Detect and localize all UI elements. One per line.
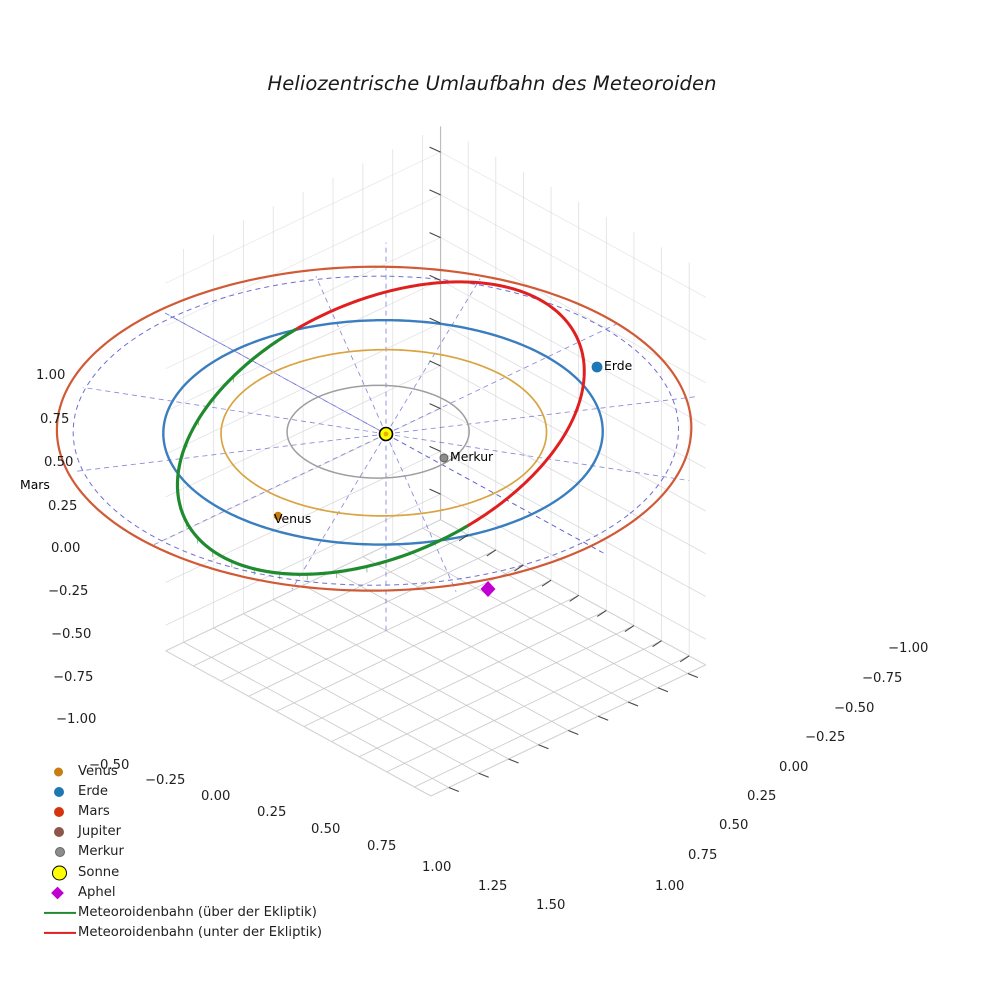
legend-item-merkur[interactable]: Merkur bbox=[42, 842, 342, 862]
z-tick-label-3: 0.25 bbox=[48, 499, 78, 514]
x-tick-label-0: −0.50 bbox=[89, 758, 130, 773]
legend-marker-erde-icon bbox=[42, 782, 78, 802]
z-tick-label-7: −0.75 bbox=[53, 670, 94, 685]
z-tick-label-0: 1.00 bbox=[36, 368, 66, 383]
legend-marker-meteoroid-above-icon bbox=[42, 903, 78, 923]
legend-item-jupiter[interactable]: Jupiter bbox=[42, 822, 342, 842]
legend-label-meteoroid-above: Meteoroidenbahn (über der Ekliptik) bbox=[78, 904, 317, 920]
legend-item-meteoroid-above[interactable]: Meteoroidenbahn (über der Ekliptik) bbox=[42, 903, 342, 923]
legend-item-meteoroid-below[interactable]: Meteoroidenbahn (unter der Ekliptik) bbox=[42, 923, 342, 943]
legend-label-meteoroid-below: Meteoroidenbahn (unter der Ekliptik) bbox=[78, 924, 323, 940]
legend-label-mars: Mars bbox=[78, 804, 110, 820]
venus-label: Venus bbox=[274, 511, 312, 526]
y-tick-label-0: 1.00 bbox=[655, 879, 685, 894]
y-tick-label-5: 0.00 bbox=[779, 760, 809, 775]
legend-item-erde[interactable]: Erde bbox=[42, 782, 342, 802]
legend-dot-swatch bbox=[53, 787, 64, 798]
merkur-marker bbox=[439, 453, 449, 463]
mars-label: Mars bbox=[20, 477, 50, 492]
legend-marker-sonne-icon bbox=[42, 863, 78, 883]
legend-item-sonne[interactable]: Sonne bbox=[42, 862, 342, 882]
planet-orbits bbox=[55, 265, 693, 592]
x-tick-label-6: 1.00 bbox=[422, 860, 452, 875]
legend-label-venus: Venus bbox=[78, 764, 118, 780]
legend-dot-swatch bbox=[53, 807, 64, 818]
z-tick-label-4: 0.00 bbox=[51, 541, 81, 556]
plot-scene bbox=[55, 126, 707, 797]
legend-line-swatch bbox=[44, 931, 76, 934]
x-tick-label-4: 0.50 bbox=[311, 822, 341, 837]
legend: Venus Erde Mars Jupiter Merkur Sonne Aphel Mete… bbox=[42, 762, 342, 943]
venus-marker bbox=[273, 511, 283, 521]
legend-marker-aphel-icon bbox=[42, 883, 78, 903]
z-tick-label-8: −1.00 bbox=[56, 712, 97, 727]
body-markers bbox=[273, 361, 603, 597]
legend-marker-mars-icon bbox=[42, 802, 78, 822]
legend-marker-jupiter-icon bbox=[42, 822, 78, 842]
legend-label-erde: Erde bbox=[78, 784, 109, 800]
y-tick-label-8: −0.75 bbox=[862, 671, 903, 686]
x-tick-label-1: −0.25 bbox=[145, 773, 186, 788]
y-tick-label-7: −0.50 bbox=[834, 701, 875, 716]
meteoroid-drop-stems bbox=[177, 376, 368, 581]
legend-dot-swatch bbox=[54, 767, 63, 777]
z-tick-label-2: 0.50 bbox=[44, 455, 74, 470]
aphel-marker bbox=[480, 581, 496, 597]
legend-label-merkur: Merkur bbox=[78, 844, 124, 860]
legend-marker-meteoroid-below-icon bbox=[42, 923, 78, 943]
axis-tick-marks bbox=[429, 146, 699, 792]
x-tick-label-7: 1.25 bbox=[478, 879, 508, 894]
y-tick-label-2: 0.50 bbox=[719, 818, 749, 833]
z-tick-label-1: 0.75 bbox=[40, 412, 70, 427]
y-tick-label-1: 0.75 bbox=[688, 848, 718, 863]
legend-marker-merkur-icon bbox=[42, 842, 78, 862]
legend-label-sonne: Sonne bbox=[78, 864, 120, 880]
reference-radial-lines bbox=[76, 242, 696, 631]
legend-diamond-swatch bbox=[51, 886, 64, 899]
legend-label-jupiter: Jupiter bbox=[78, 824, 121, 840]
jupiter-orbit bbox=[72, 275, 679, 586]
legend-dot-swatch bbox=[54, 847, 65, 858]
legend-marker-venus-icon bbox=[42, 762, 78, 782]
page-title: Heliozentrische Umlaufbahn des Meteoroid… bbox=[267, 72, 717, 95]
x-tick-label-5: 0.75 bbox=[367, 839, 397, 854]
y-tick-label-9: −1.00 bbox=[888, 641, 929, 656]
legend-label-aphel: Aphel bbox=[78, 884, 116, 900]
erde-marker bbox=[591, 361, 603, 373]
meteoroid-orbit bbox=[175, 280, 586, 576]
x-tick-label-3: 0.25 bbox=[257, 805, 287, 820]
legend-dot-swatch bbox=[53, 827, 64, 838]
sun-core bbox=[383, 431, 389, 437]
y-tick-label-4: 0.25 bbox=[747, 789, 777, 804]
legend-item-venus[interactable]: Venus bbox=[42, 762, 342, 782]
merkur-label: Merkur bbox=[450, 449, 494, 464]
erde-label: Erde bbox=[604, 358, 633, 373]
z-tick-label-5: −0.25 bbox=[48, 584, 89, 599]
legend-line-swatch bbox=[44, 911, 76, 914]
z-tick-label-6: −0.50 bbox=[51, 627, 92, 642]
legend-item-aphel[interactable]: Aphel bbox=[42, 883, 342, 903]
x-tick-label-8: 1.50 bbox=[536, 898, 566, 913]
legend-dot-swatch bbox=[52, 865, 67, 881]
legend-item-mars[interactable]: Mars bbox=[42, 802, 342, 822]
x-tick-label-2: 0.00 bbox=[201, 789, 231, 804]
y-tick-label-6: −0.25 bbox=[805, 730, 846, 745]
